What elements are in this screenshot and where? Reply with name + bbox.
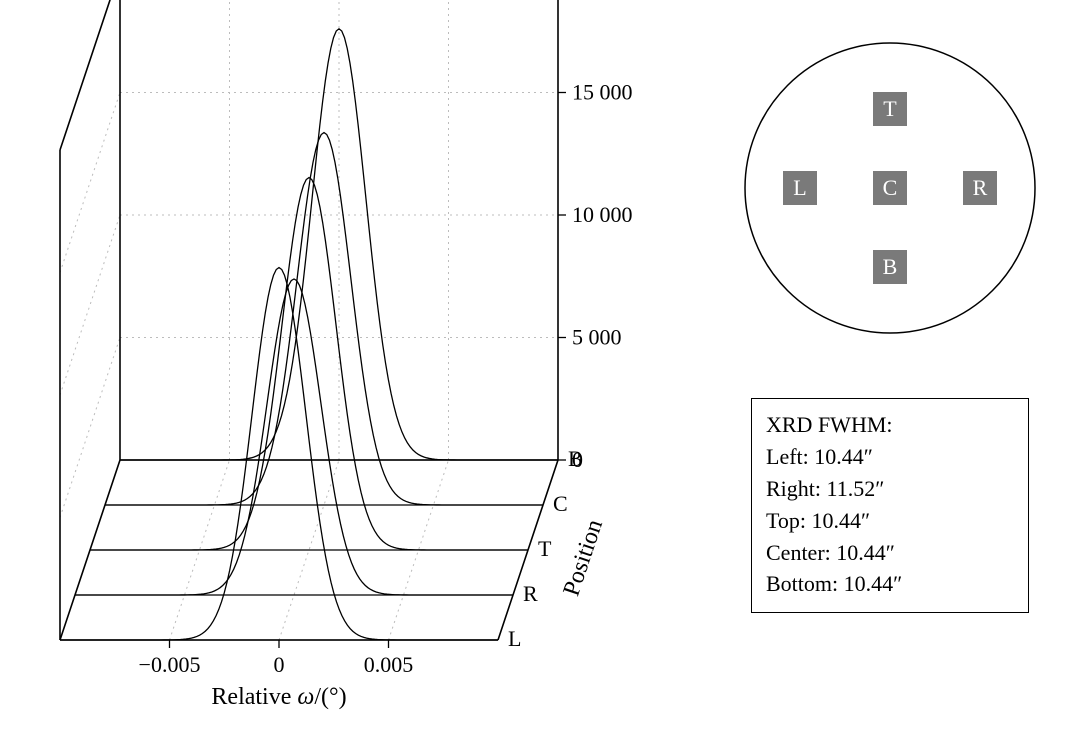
axis-left-top [60, 0, 120, 150]
fwhm-row: Top: 10.44″ [766, 505, 1014, 537]
grid-line [60, 93, 120, 273]
xtick-label: −0.005 [139, 652, 201, 677]
position-axis-label: Position [559, 516, 609, 599]
pos-box-right: R [963, 171, 997, 205]
waterfall-chart: LRTCB05 00010 00015 00020 000−0.00500.00… [0, 0, 720, 740]
wafer-diagram: T L C R B [740, 38, 1040, 338]
pos-box-left: L [783, 171, 817, 205]
xtick-label: 0.005 [364, 652, 414, 677]
fwhm-table: XRD FWHM: Left: 10.44″ Right: 11.52″ Top… [751, 398, 1029, 613]
ytick-label: 10 000 [572, 202, 633, 227]
fwhm-row: Center: 10.44″ [766, 537, 1014, 569]
pos-box-bottom: B [873, 250, 907, 284]
figure-root: LRTCB05 00010 00015 00020 000−0.00500.00… [0, 0, 1080, 740]
grid-line [60, 338, 120, 518]
fwhm-row: Right: 11.52″ [766, 473, 1014, 505]
grid-line [60, 215, 120, 395]
ytick-label: 0 [572, 447, 583, 472]
right-panel: T L C R B XRD FWHM: Left: 10.44″ Right: … [720, 38, 1060, 718]
ytick-label: 5 000 [572, 325, 622, 350]
series-label: L [508, 626, 521, 651]
pos-box-top: T [873, 92, 907, 126]
series-R [75, 279, 513, 595]
grid-line [60, 0, 120, 150]
series-label: C [553, 491, 568, 516]
series-label: T [538, 536, 552, 561]
series-label: R [523, 581, 538, 606]
xtick-label: 0 [274, 652, 285, 677]
x-axis-label: Relative ω/(°) [211, 684, 346, 710]
fwhm-row: Bottom: 10.44″ [766, 568, 1014, 600]
fwhm-title: XRD FWHM: [766, 409, 1014, 441]
ytick-label: 15 000 [572, 80, 633, 105]
pos-box-center: C [873, 171, 907, 205]
series-C [105, 133, 543, 505]
fwhm-row: Left: 10.44″ [766, 441, 1014, 473]
